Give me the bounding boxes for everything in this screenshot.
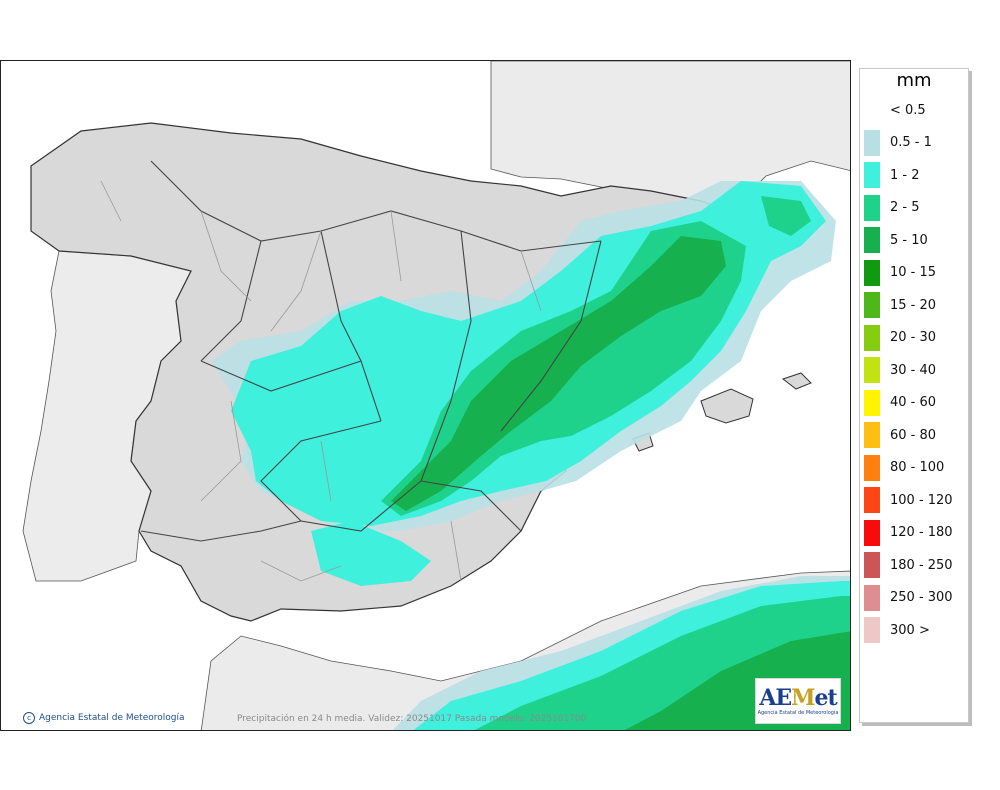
legend-label: 80 - 100 xyxy=(890,460,945,475)
precipitation-legend: mm < 0.5 0.5 - 1 1 - 2 2 - 5 5 - 10 10 - 15 15… xyxy=(859,68,969,723)
regional-borders xyxy=(140,160,602,542)
legend-item: 100 - 120 xyxy=(864,487,953,513)
legend-item: 250 - 300 xyxy=(864,584,953,611)
legend-label: 10 - 15 xyxy=(890,265,937,280)
legend-label: 15 - 20 xyxy=(890,297,937,313)
legend-label: 300 > xyxy=(890,622,930,638)
legend-item: 300 > xyxy=(864,617,930,643)
legend-item: 20 - 30 xyxy=(864,324,937,351)
legend-swatch xyxy=(864,324,880,351)
aemet-logo: AEMet Agencia Estatal de Meteorología xyxy=(755,678,841,724)
legend-swatch xyxy=(864,389,880,416)
legend-item: 2 - 5 xyxy=(864,194,920,221)
legend-label: 5 - 10 xyxy=(890,232,928,248)
legend-swatch xyxy=(864,487,880,513)
legend-swatch xyxy=(864,162,880,188)
legend-item: 40 - 60 xyxy=(864,389,937,416)
legend-item: 15 - 20 xyxy=(864,292,936,318)
legend-label: < 0.5 xyxy=(890,102,926,118)
credit-text: Agencia Estatal de Meteorología xyxy=(39,713,185,723)
legend-item: 120 - 180 xyxy=(864,519,953,546)
legend-item: 60 - 80 xyxy=(864,422,936,448)
legend-label: 1 - 2 xyxy=(890,167,920,183)
legend-label: 20 - 30 xyxy=(890,330,937,345)
legend-label: 60 - 80 xyxy=(890,427,937,443)
legend-swatch xyxy=(864,552,880,578)
legend-label: 120 - 180 xyxy=(890,525,953,540)
aemet-logo-subtitle: Agencia Estatal de Meteorología xyxy=(757,710,839,716)
legend-swatch xyxy=(864,97,880,123)
legend-label: 250 - 300 xyxy=(890,590,953,605)
legend-swatch xyxy=(864,422,880,448)
menorca-land xyxy=(781,372,812,390)
legend-item: < 0.5 xyxy=(864,97,926,123)
precipitation-map: c Agencia Estatal de Meteorología Precip… xyxy=(0,60,851,731)
legend-swatch xyxy=(864,292,880,318)
legend-item: 180 - 250 xyxy=(864,552,953,578)
mallorca-land xyxy=(700,388,754,424)
legend-swatch xyxy=(864,454,880,481)
legend-label: 180 - 250 xyxy=(890,557,953,573)
legend-item: 10 - 15 xyxy=(864,259,937,286)
legend-item: 1 - 2 xyxy=(864,162,920,188)
legend-item: 80 - 100 xyxy=(864,454,945,481)
precip-band-1-2-south xyxy=(311,521,431,586)
legend-swatch xyxy=(864,519,880,546)
province-borders xyxy=(100,180,542,582)
copyright-icon: c xyxy=(23,712,35,724)
legend-swatch xyxy=(864,617,880,643)
legend-label: 2 - 5 xyxy=(890,200,920,215)
legend-swatch xyxy=(864,194,880,221)
legend-item: 0.5 - 1 xyxy=(864,129,932,156)
map-canvas xyxy=(22,61,850,730)
legend-swatch xyxy=(864,227,880,253)
legend-label: 30 - 40 xyxy=(890,362,937,378)
legend-swatch xyxy=(864,259,880,286)
precip-band-5-10 xyxy=(391,236,726,511)
legend-swatch xyxy=(864,584,880,611)
legend-label: 100 - 120 xyxy=(890,492,953,508)
legend-label: 40 - 60 xyxy=(890,395,937,410)
legend-swatch xyxy=(864,357,880,383)
legend-item: 30 - 40 xyxy=(864,357,936,383)
legend-unit: mm xyxy=(896,70,932,91)
agency-credit: c Agencia Estatal de Meteorología xyxy=(23,712,185,724)
legend-item: 5 - 10 xyxy=(864,227,928,253)
aemet-logo-mark: AEMet xyxy=(759,685,837,711)
precip-band-2-5-bay xyxy=(761,196,811,236)
legend-swatch xyxy=(864,129,880,156)
legend-label: 0.5 - 1 xyxy=(890,135,932,150)
validity-note: Precipitación en 24 h media. Validez: 20… xyxy=(237,714,587,724)
